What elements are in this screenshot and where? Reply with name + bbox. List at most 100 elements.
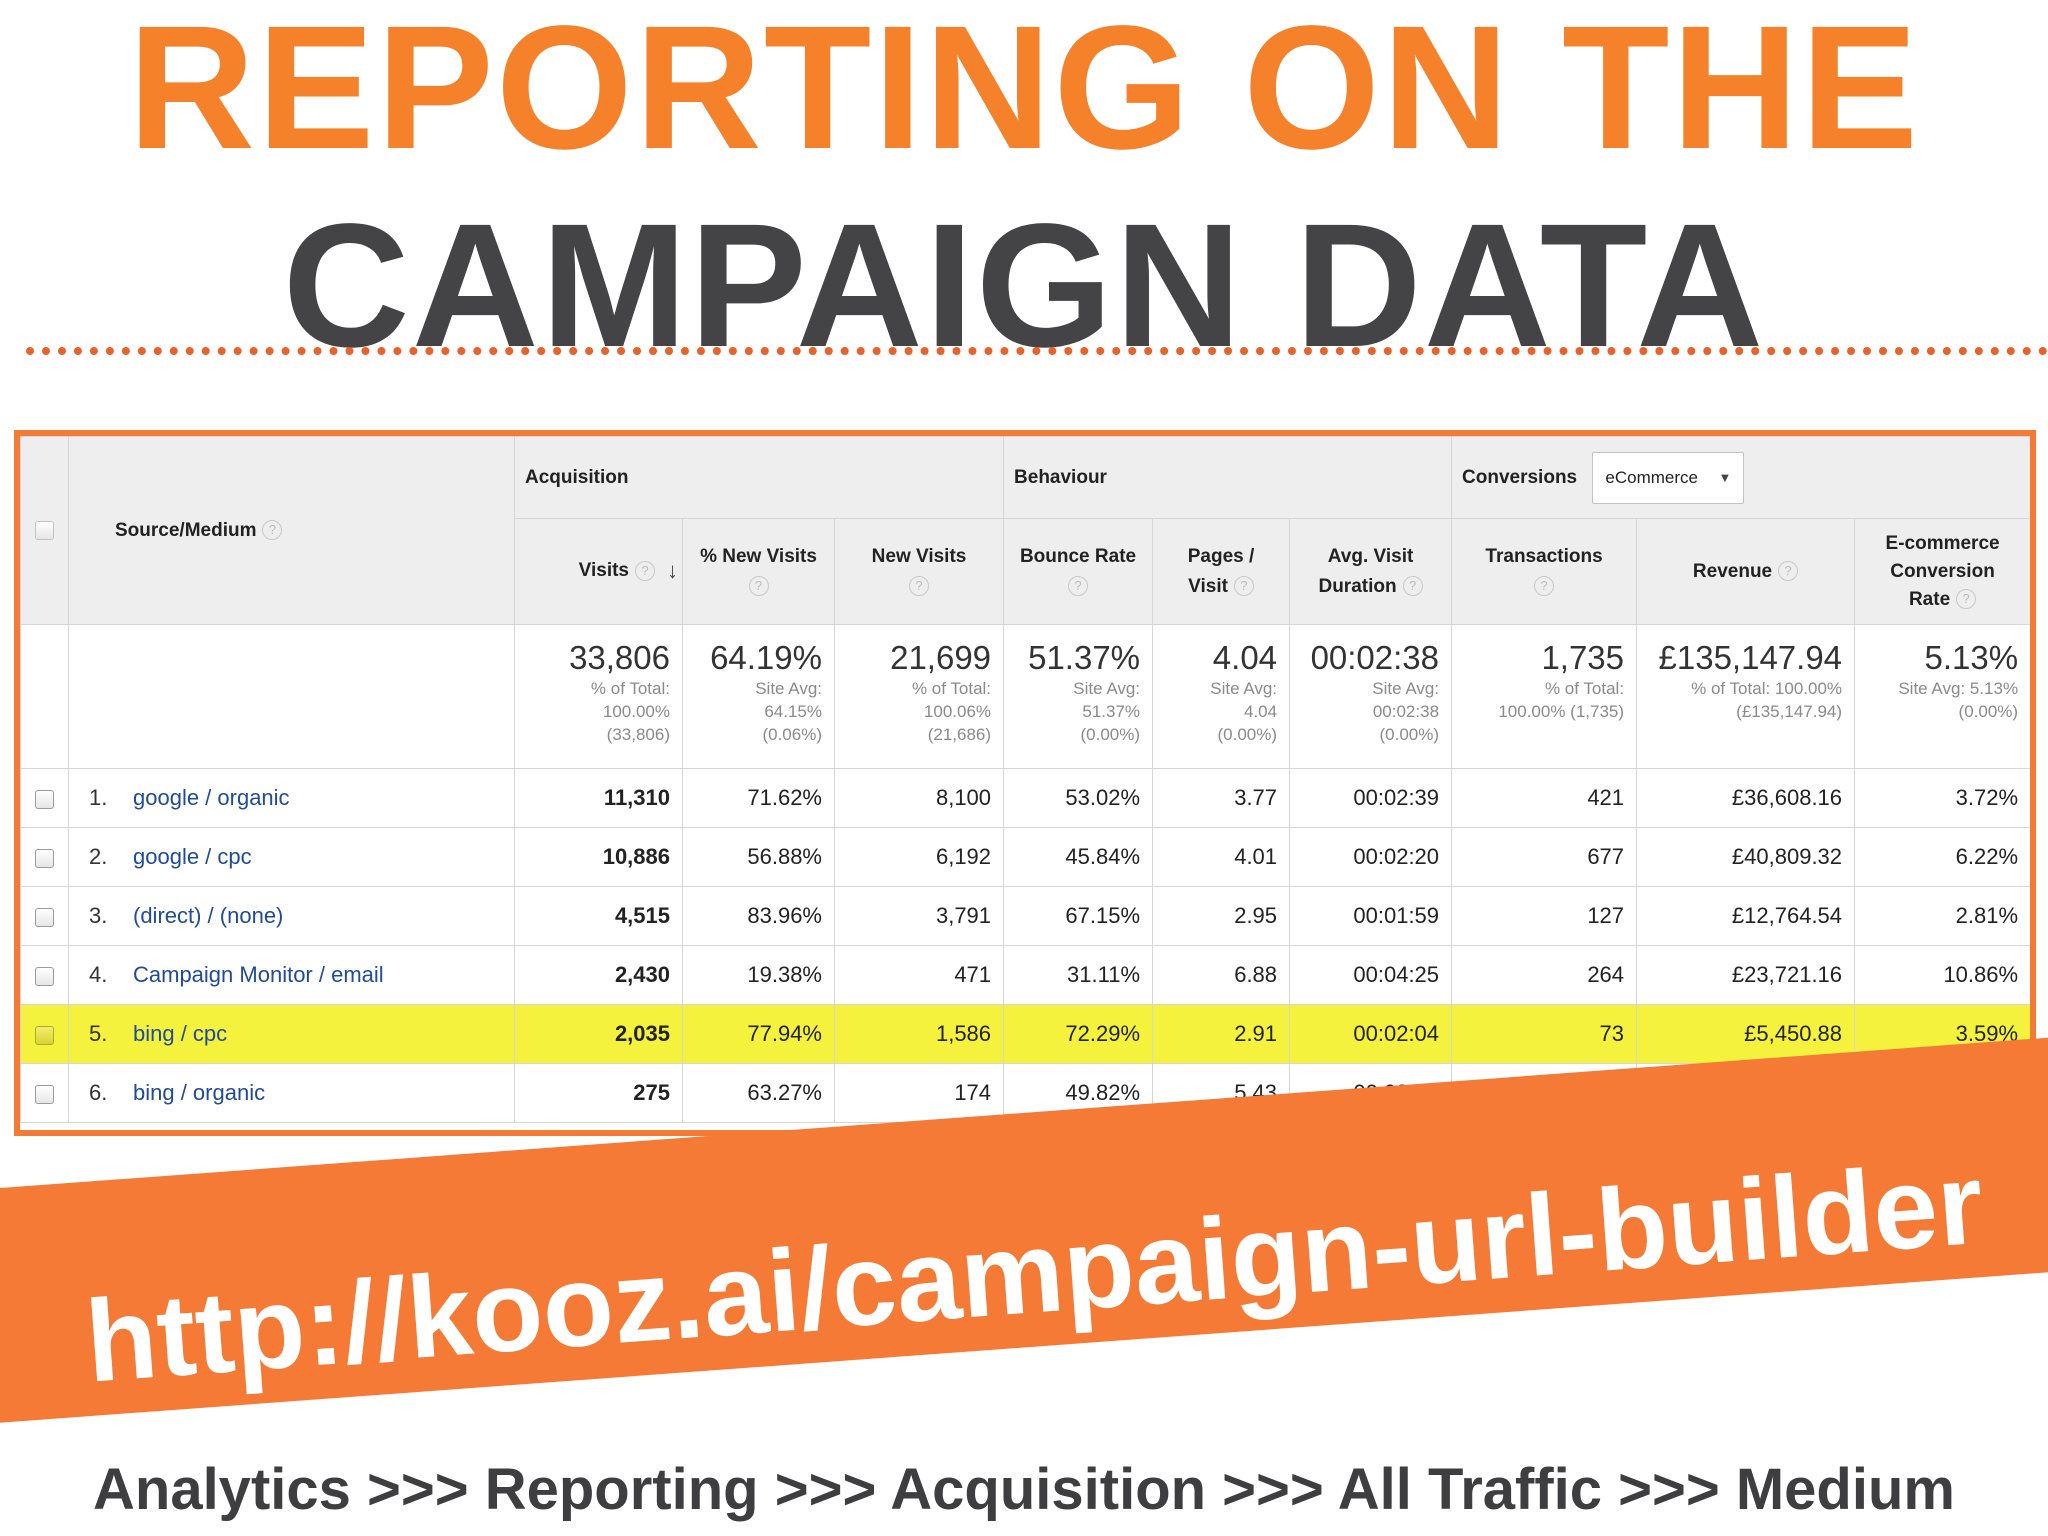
cell-pct-new: 83.96% <box>682 886 835 946</box>
cell-pages: 3.77 <box>1152 768 1291 828</box>
cell-ecr: 10.86% <box>1854 945 2030 1005</box>
totals-value: 21,699 <box>890 639 992 676</box>
source-medium-link[interactable]: google / cpc <box>133 844 252 869</box>
cell-revenue: £36,608.16 <box>1636 768 1856 828</box>
totals-empty-cell <box>20 624 69 769</box>
select-all-cell <box>20 436 69 625</box>
cell-pages: 2.95 <box>1152 886 1291 946</box>
source-medium-link[interactable]: bing / organic <box>133 1080 266 1105</box>
help-icon[interactable]: ? <box>1233 576 1254 597</box>
column-header-transactions[interactable]: Transactions? <box>1451 518 1638 625</box>
totals-comparison-text: Site Avg: <box>1073 679 1141 698</box>
ecr-header-label-3: Rate <box>1908 588 1951 610</box>
ecr-header-label-1: E-commerce <box>1885 532 2000 554</box>
row-number: 5. <box>89 1021 108 1046</box>
row-number: 6. <box>89 1080 108 1105</box>
row-number: 4. <box>89 962 108 987</box>
source-medium-link[interactable]: Campaign Monitor / email <box>133 962 384 987</box>
pages-header-label-1: Pages / <box>1187 545 1255 567</box>
revenue-header-label: Revenue <box>1692 560 1773 582</box>
column-header-visits[interactable]: Visits? ↓ <box>514 518 683 625</box>
row-number: 2. <box>89 844 108 869</box>
row-checkbox[interactable] <box>35 1084 54 1104</box>
help-icon[interactable]: ? <box>1402 576 1423 597</box>
totals-value: 1,735 <box>1541 639 1625 676</box>
source-medium-link[interactable]: (direct) / (none) <box>133 903 284 928</box>
column-header-pages-per-visit[interactable]: Pages / Visit? <box>1152 518 1291 625</box>
column-header-ecommerce-conversion-rate[interactable]: E-commerce Conversion Rate? <box>1854 518 2030 625</box>
source-medium-cell: 2. google / cpc <box>68 827 515 887</box>
cell-bounce: 72.29% <box>1003 1004 1154 1064</box>
help-icon[interactable]: ? <box>1534 576 1555 597</box>
cell-duration: 00:02:20 <box>1289 827 1453 887</box>
cell-pct-new: 71.62% <box>682 768 835 828</box>
conversions-group-header: Conversions eCommerce ▼ <box>1451 436 2030 519</box>
totals-comparison-text: (£135,147.94) <box>1736 702 1843 721</box>
row-checkbox[interactable] <box>35 966 54 986</box>
help-icon[interactable]: ? <box>1778 561 1799 582</box>
cell-duration: 00:01:59 <box>1289 886 1453 946</box>
row-checkbox[interactable] <box>35 907 54 927</box>
totals-comparison-text: (21,686) <box>927 725 992 744</box>
help-icon[interactable]: ? <box>909 576 930 597</box>
slide-title-line-1: REPORTING ON THE <box>127 0 1921 186</box>
report-table-frame: Source/Medium? Acquisition Behaviour Con… <box>14 430 2036 1136</box>
cell-pct-new: 77.94% <box>682 1004 835 1064</box>
help-icon[interactable]: ? <box>635 561 655 582</box>
dropdown-value: eCommerce <box>1605 467 1698 487</box>
row-checkbox-cell <box>20 945 69 1005</box>
totals-comparison-text: (0.00%) <box>1080 725 1141 744</box>
cell-revenue: £40,809.32 <box>1636 827 1856 887</box>
table-row: 3. (direct) / (none) 4,515 83.96% 3,791 67.15… <box>20 886 2030 946</box>
cell-visits: 2,430 <box>514 945 683 1005</box>
row-checkbox-cell <box>20 768 69 828</box>
row-checkbox[interactable] <box>35 848 54 868</box>
help-icon[interactable]: ? <box>748 576 769 597</box>
totals-value: £135,147.94 <box>1658 639 1843 676</box>
totals-comparison-text: (33,806) <box>606 725 670 744</box>
cell-new-visits: 3,791 <box>833 886 1005 946</box>
help-icon[interactable]: ? <box>1068 576 1089 597</box>
cell-visits: 2,035 <box>514 1004 683 1064</box>
totals-empty-cell <box>68 624 515 769</box>
cell-pct-new: 19.38% <box>682 945 835 1005</box>
conversions-label: Conversions <box>1462 466 1578 488</box>
column-header-new-visits[interactable]: New Visits? <box>833 518 1005 625</box>
column-header-bounce-rate[interactable]: Bounce Rate? <box>1003 518 1154 625</box>
cell-bounce: 53.02% <box>1003 768 1154 828</box>
help-icon[interactable]: ? <box>262 520 283 541</box>
totals-comparison-text: Site Avg: <box>1210 679 1278 698</box>
cell-new-visits: 1,586 <box>833 1004 1005 1064</box>
totals-cell: 21,699 % of Total: 100.06% (21,686) <box>833 624 1005 769</box>
sort-down-arrow-icon[interactable]: ↓ <box>667 558 678 584</box>
cell-pages: 4.01 <box>1152 827 1291 887</box>
totals-value: 51.37% <box>1028 639 1141 676</box>
totals-cell: £135,147.94 % of Total: 100.00% (£135,147.… <box>1636 624 1856 769</box>
select-all-checkbox[interactable] <box>35 520 54 540</box>
source-medium-cell: 1. google / organic <box>68 768 515 828</box>
totals-cell: 4.04 Site Avg: 4.04 (0.00%) <box>1152 624 1291 769</box>
dotted-divider <box>26 347 2048 355</box>
row-number: 1. <box>89 785 108 810</box>
source-medium-report-table: Source/Medium? Acquisition Behaviour Con… <box>20 436 2030 1123</box>
source-medium-header[interactable]: Source/Medium? <box>68 436 515 625</box>
column-header-avg-visit-duration[interactable]: Avg. Visit Duration? <box>1289 518 1453 625</box>
cell-new-visits: 8,100 <box>833 768 1005 828</box>
row-checkbox-cell <box>20 827 69 887</box>
cell-bounce: 67.15% <box>1003 886 1154 946</box>
column-header-revenue[interactable]: Revenue? <box>1636 518 1856 625</box>
source-medium-link[interactable]: google / organic <box>133 785 290 810</box>
column-header-pct-new-visits[interactable]: % New Visits? <box>682 518 835 625</box>
conversions-type-dropdown[interactable]: eCommerce ▼ <box>1592 451 1745 504</box>
duration-header-label-1: Avg. Visit <box>1327 545 1414 567</box>
totals-comparison-text: (0.00%) <box>1379 725 1440 744</box>
bounce-header-label: Bounce Rate <box>1019 545 1137 567</box>
cell-visits: 10,886 <box>514 827 683 887</box>
row-checkbox[interactable] <box>35 789 54 809</box>
totals-comparison-text: (0.06%) <box>762 725 822 744</box>
totals-row: 33,806 % of Total: 100.00% (33,806) 64.19% Si… <box>20 624 2030 769</box>
help-icon[interactable]: ? <box>1956 589 1977 610</box>
duration-header-label-2: Duration <box>1318 575 1397 597</box>
row-checkbox[interactable] <box>35 1025 54 1045</box>
source-medium-link[interactable]: bing / cpc <box>133 1021 228 1046</box>
